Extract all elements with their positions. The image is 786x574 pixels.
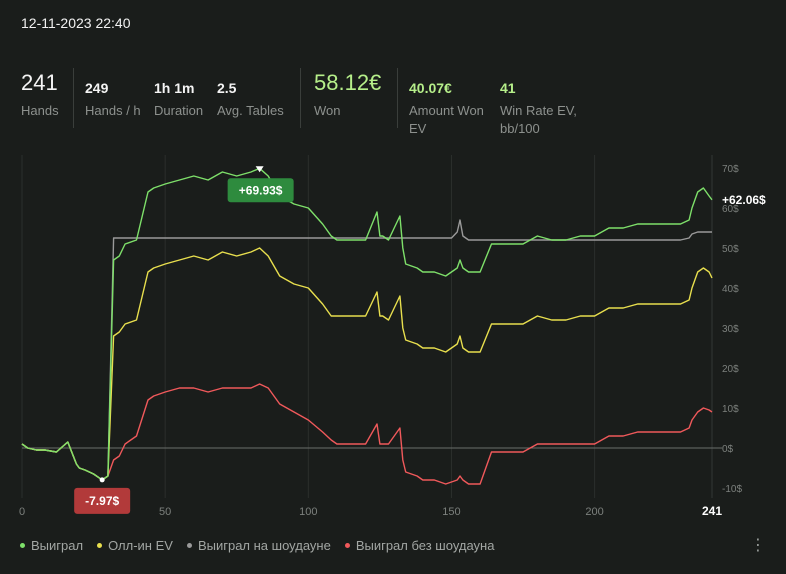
stat-amount-won-ev: 40.07€ Amount Won EV	[409, 80, 494, 138]
max-marker	[255, 166, 264, 173]
min-badge	[74, 487, 131, 514]
stat-duration: 1h 1m Duration	[154, 80, 203, 120]
y-tick-label: 40$	[722, 284, 739, 295]
legend-label: Выиграл без шоудауна	[355, 538, 495, 553]
series-line	[21, 383, 713, 485]
divider	[300, 68, 301, 128]
series-line	[21, 167, 713, 481]
x-tick-label: 200	[585, 506, 603, 518]
session-datetime: 12-11-2023 22:40	[21, 15, 131, 31]
legend-dot-icon	[97, 543, 103, 548]
chart-grid	[21, 155, 722, 498]
series-lines	[21, 167, 713, 485]
stat-avg-tables-label: Avg. Tables	[217, 103, 284, 118]
stat-amount-won-ev-value: 40.07€	[409, 80, 452, 96]
chart-annotations: +62.06$ +69.93$ -7.97$	[74, 166, 766, 514]
legend-item[interactable]: Выиграл без шоудауна	[344, 538, 495, 553]
legend-item[interactable]: Олл-ин EV	[97, 538, 173, 553]
chart-legend: Выиграл Олл-ин EV Выиграл на шоудауне Вы…	[20, 538, 494, 553]
stat-hands-per-hour: 249 Hands / h	[85, 80, 141, 120]
y-tick-label: 50$	[722, 244, 739, 255]
min-marker	[99, 477, 105, 483]
more-options-icon[interactable]: ⋮	[750, 537, 766, 554]
x-last-tick-label: 241	[702, 504, 722, 518]
stat-won-value: 58.12€	[314, 70, 382, 95]
min-badge-label: -7.97$	[85, 494, 119, 508]
legend-item[interactable]: Выиграл	[20, 538, 83, 553]
divider	[397, 68, 398, 128]
divider	[73, 68, 74, 128]
stat-amount-won-ev-label: Amount Won EV	[409, 103, 484, 136]
legend-item[interactable]: Выиграл на шоудауне	[186, 538, 331, 553]
legend-label: Выиграл	[31, 538, 84, 553]
y-tick-label: 30$	[722, 324, 739, 335]
end-value-label: +62.06$	[722, 193, 766, 207]
stat-win-rate-ev-label: Win Rate EV, bb/100	[500, 103, 577, 136]
series-line	[21, 247, 713, 481]
stat-won-label: Won	[314, 103, 341, 118]
y-tick-label: -10$	[722, 484, 742, 495]
stat-duration-value: 1h 1m	[154, 80, 195, 96]
legend-dot-icon	[186, 543, 192, 548]
y-tick-label: 10$	[722, 404, 739, 415]
max-badge	[227, 178, 294, 203]
stat-avg-tables-value: 2.5	[217, 80, 237, 96]
stat-hands: 241 Hands	[21, 70, 59, 120]
stat-avg-tables: 2.5 Avg. Tables	[217, 80, 284, 120]
y-tick-label: 60$	[722, 204, 739, 215]
stat-win-rate-ev: 41 Win Rate EV, bb/100	[500, 80, 585, 138]
x-tick-label: 150	[442, 506, 460, 518]
legend-label: Выиграл на шоудауне	[197, 538, 331, 553]
stat-won: 58.12€ Won	[314, 70, 381, 120]
y-tick-label: 0$	[722, 444, 734, 455]
x-tick-label: 0	[19, 506, 25, 518]
legend-label: Олл-ин EV	[108, 538, 173, 553]
y-tick-label: 20$	[722, 364, 739, 375]
legend-dot-icon	[344, 543, 350, 548]
x-axis-ticks: 0 50 100 150 200 241	[19, 504, 722, 518]
legend-dot-icon	[20, 543, 25, 548]
stat-hands-per-hour-label: Hands / h	[85, 103, 141, 118]
x-tick-label: 100	[299, 506, 317, 518]
stat-hands-label: Hands	[21, 103, 59, 118]
stat-win-rate-ev-value: 41	[500, 80, 516, 96]
y-axis-ticks: -10$ 0$ 10$ 20$ 30$ 40$ 50$ 60$ 70$	[722, 164, 742, 495]
x-tick-label: 50	[159, 506, 171, 518]
y-tick-label: 70$	[722, 164, 739, 175]
stat-duration-label: Duration	[154, 103, 204, 118]
stat-hands-per-hour-value: 249	[85, 80, 109, 96]
max-badge-label: +69.93$	[239, 183, 283, 197]
stat-hands-value: 241	[21, 70, 58, 95]
